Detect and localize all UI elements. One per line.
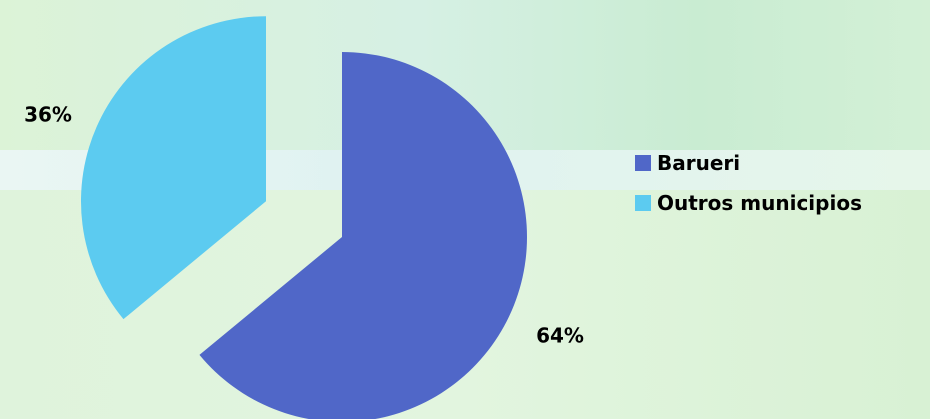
data-label-outros-municipios: 36% xyxy=(24,103,72,127)
pie-slice-outros-municipios xyxy=(80,16,266,320)
legend-label-outros-municipios: Outros municipios xyxy=(657,191,862,215)
pie-slice-barueri xyxy=(199,52,527,419)
legend-label-barueri: Barueri xyxy=(657,151,741,175)
data-label-barueri: 64% xyxy=(536,324,584,348)
legend-item-outros-municipios: Outros municipios xyxy=(635,190,862,216)
legend-swatch-outros-municipios xyxy=(635,195,651,211)
legend-swatch-barueri xyxy=(635,155,651,171)
chart-legend: Barueri Outros municipios xyxy=(635,150,862,230)
legend-item-barueri: Barueri xyxy=(635,150,862,176)
